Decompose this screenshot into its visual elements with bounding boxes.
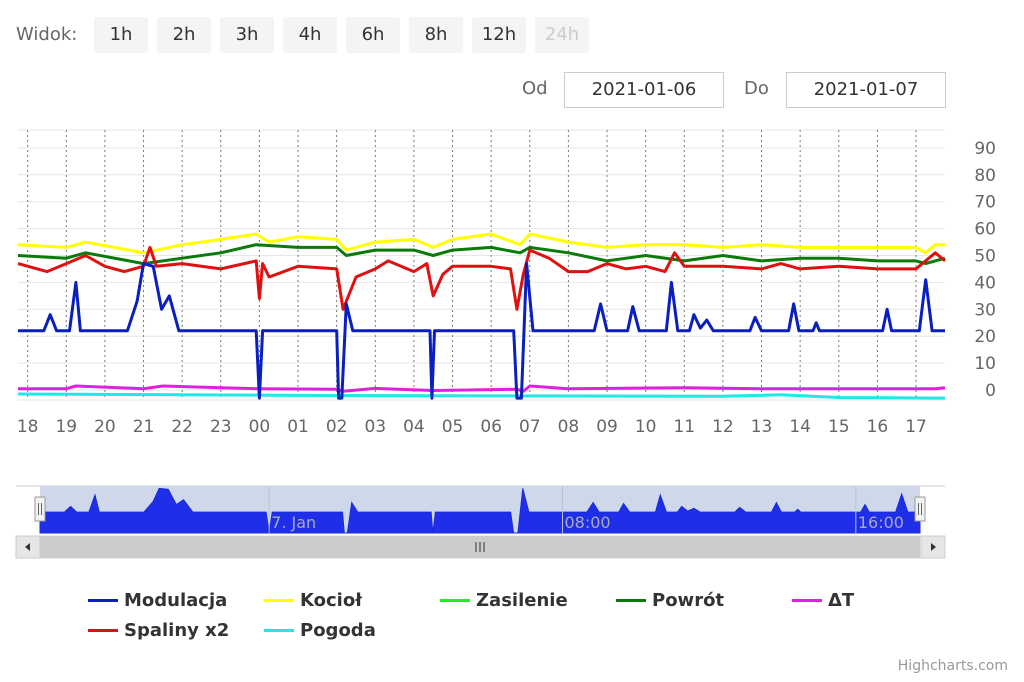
x-tick-label: 16: [867, 417, 889, 437]
x-tick-label: 19: [55, 417, 77, 437]
arrow-right-icon: [931, 543, 936, 551]
x-tick-label: 15: [828, 417, 850, 437]
x-tick-label: 06: [480, 417, 502, 437]
range-button-12h[interactable]: 12h: [472, 17, 526, 53]
x-tick-label: 10: [635, 417, 657, 437]
legend-symbol: [264, 599, 294, 602]
x-tick-label: 20: [94, 417, 116, 437]
x-tick-label: 21: [133, 417, 155, 437]
series-line-powr-t[interactable]: [17, 243, 946, 266]
x-tick-label: 08: [558, 417, 580, 437]
x-tick-label: 03: [364, 417, 386, 437]
y-tick-label: 50: [974, 247, 996, 267]
range-button-2h[interactable]: 2h: [157, 17, 211, 53]
legend-item-kocio-[interactable]: Kocioł: [264, 590, 362, 611]
legend-item--t[interactable]: ΔT: [792, 590, 854, 611]
y-tick-label: 90: [974, 139, 996, 159]
legend-symbol: [440, 599, 470, 602]
x-tick-label: 22: [171, 417, 193, 437]
legend-label: ΔT: [828, 590, 855, 611]
legend-item-modulacja[interactable]: Modulacja: [88, 590, 227, 611]
legend-item-zasilenie[interactable]: Zasilenie: [440, 590, 568, 611]
series-line-kocio-[interactable]: [17, 232, 945, 255]
x-tick-label: 05: [442, 417, 464, 437]
range-button-8h[interactable]: 8h: [409, 17, 463, 53]
navigator-handle-right[interactable]: [914, 496, 926, 522]
credits-link[interactable]: Highcharts.com: [897, 658, 1008, 674]
y-tick-label: 40: [974, 273, 996, 293]
x-tick-label: 23: [210, 417, 232, 437]
navigator-label: 16:00: [858, 513, 904, 532]
range-button-4h[interactable]: 4h: [283, 17, 337, 53]
y-tick-label: 20: [974, 327, 996, 347]
range-button-6h[interactable]: 6h: [346, 17, 400, 53]
y-tick-label: 80: [974, 166, 996, 186]
legend-label: Spaliny x2: [124, 620, 230, 641]
x-tick-label: 04: [403, 417, 425, 437]
x-tick-label: 17: [905, 417, 927, 437]
arrow-left-icon: [25, 543, 30, 551]
x-tick-label: 07: [519, 417, 541, 437]
legend-label: Zasilenie: [476, 590, 568, 611]
range-button-3h[interactable]: 3h: [220, 17, 274, 53]
x-tick-label: 01: [287, 417, 309, 437]
legend-label: Powrót: [652, 590, 725, 611]
x-tick-label: 11: [673, 417, 695, 437]
navigator-label: 7. Jan: [271, 513, 316, 532]
range-selector-label: Widok:: [16, 24, 78, 45]
legend-label: Modulacja: [124, 590, 228, 611]
legend-symbol: [792, 599, 822, 602]
navigator-label: 08:00: [565, 513, 611, 532]
navigator-handle-left[interactable]: [34, 496, 46, 522]
range-button-1h[interactable]: 1h: [94, 17, 148, 53]
to-date-input[interactable]: 2021-01-07: [786, 72, 946, 108]
legend-symbol: [264, 629, 294, 632]
x-tick-label: 18: [17, 417, 39, 437]
legend-symbol: [88, 629, 118, 632]
series-line-spaliny-x2[interactable]: [17, 245, 946, 311]
y-tick-label: 0: [985, 381, 996, 401]
x-tick-label: 13: [751, 417, 773, 437]
y-tick-label: 10: [974, 354, 996, 374]
y-tick-label: 60: [974, 220, 996, 240]
x-tick-label: 02: [326, 417, 348, 437]
y-tick-label: 30: [974, 300, 996, 320]
series-line-pogoda[interactable]: [17, 392, 946, 400]
x-tick-label: 00: [249, 417, 271, 437]
legend-item-powr-t[interactable]: Powrót: [616, 590, 724, 611]
navigator-series-area: [39, 487, 921, 534]
range-button-24h: 24h: [535, 17, 589, 53]
legend-label: Pogoda: [300, 620, 376, 641]
x-tick-label: 12: [712, 417, 734, 437]
from-label: Od: [522, 78, 548, 99]
legend-symbol: [88, 599, 118, 602]
x-tick-label: 14: [789, 417, 811, 437]
to-label: Do: [744, 78, 769, 99]
y-tick-label: 70: [974, 193, 996, 213]
legend-item-spaliny-x2[interactable]: Spaliny x2: [88, 620, 229, 641]
x-tick-label: 09: [596, 417, 618, 437]
legend-symbol: [616, 599, 646, 602]
legend-item-pogoda[interactable]: Pogoda: [264, 620, 376, 641]
series-line--t[interactable]: [18, 384, 946, 393]
series-line-modulacja[interactable]: [18, 262, 945, 400]
from-date-input[interactable]: 2021-01-06: [564, 72, 724, 108]
legend-label: Kocioł: [300, 590, 362, 611]
